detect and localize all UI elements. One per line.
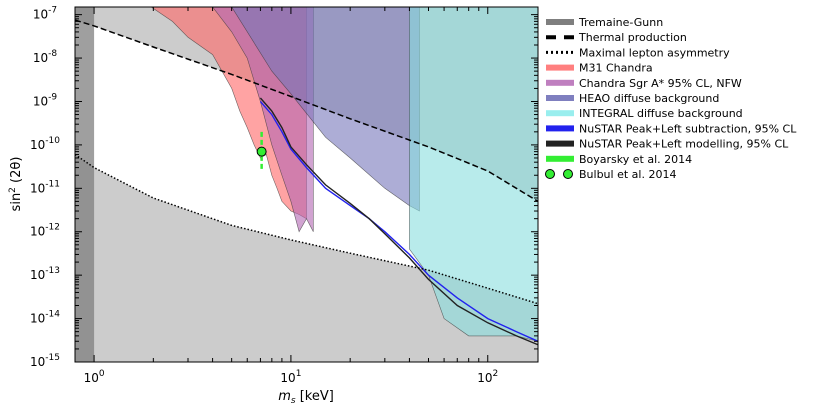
legend-swatch [546,140,574,147]
legend-swatch [546,155,574,162]
tremaine-gunn-band [75,7,95,362]
y-tick-label: 10-11 [30,179,60,195]
legend-item-chandra-sgr-a-95-cl-nfw: Chandra Sgr A* 95% CL, NFW [546,77,742,90]
y-axis-label: sin2 (2θ) [8,157,24,212]
legend-item-nustar-peak-left-subtraction-95-cl: NuSTAR Peak+Left subtraction, 95% CL [546,122,797,135]
integral-diffuse-background-fill [409,7,538,342]
legend-label: NuSTAR Peak+Left subtraction, 95% CL [579,122,797,135]
y-tick-label: 10-12 [30,223,60,239]
nustar-peak-left-modelling-95-cl-line [259,97,538,346]
legend-label: Maximal lepton asymmetry [579,46,730,59]
legend-swatch [546,19,574,25]
y-tick-label: 10-7 [33,6,57,22]
legend-item-integral-diffuse-background: INTEGRAL diffuse background [546,107,743,120]
plot-frame [74,6,539,363]
legend-label: HEAO diffuse background [579,92,719,105]
x-axis-label: ms [keV] [278,389,334,406]
legend-item-maximal-lepton-asymmetry: Maximal lepton asymmetry [546,46,730,59]
legend-swatch [563,169,573,179]
legend-label: M31 Chandra [579,62,653,75]
excluded-lepton-region [75,154,538,362]
legend-swatch [546,79,574,86]
legend-label: Tremaine-Gunn [578,16,663,29]
y-tick-label: 10-10 [30,136,60,152]
legend-item-heao-diffuse-background: HEAO diffuse background [546,92,719,105]
legend-label: Chandra Sgr A* 95% CL, NFW [579,77,742,90]
legend-swatch [546,64,574,71]
legend-item-m31-chandra: M31 Chandra [546,62,653,75]
legend-label: Boyarsky et al. 2014 [579,153,692,166]
legend-item-boyarsky-et-al-2014: Boyarsky et al. 2014 [546,153,692,166]
thermal-production-line [75,19,538,203]
y-tick-label: 10-15 [30,353,60,369]
legend-label: INTEGRAL diffuse background [579,107,743,120]
y-tick-label: 10-9 [33,92,58,108]
legend-item-nustar-peak-left-modelling-95-cl: NuSTAR Peak+Left modelling, 95% CL [546,138,789,151]
bulbul-marker [256,146,267,157]
y-tick-label: 10-14 [30,310,60,326]
legend-item-thermal-production: Thermal production [546,31,687,44]
legend-label: Bulbul et al. 2014 [579,168,676,181]
x-tick-label: 100 [84,369,105,385]
y-tick-label: 10-13 [30,266,60,282]
legend-label: Thermal production [578,31,687,44]
legend-item-tremaine-gunn: Tremaine-Gunn [546,16,663,29]
x-tick-label: 101 [280,369,301,385]
legend-label: NuSTAR Peak+Left modelling, 95% CL [579,138,789,151]
y-tick-label: 10-8 [33,49,58,65]
legend-swatch [545,169,555,179]
legend: Tremaine-Gunn Thermal production Maximal l… [545,16,797,181]
legend-swatch [546,110,574,117]
legend-item-bulbul-et-al-2014: Bulbul et al. 2014 [545,168,676,181]
legend-swatch [546,125,574,132]
legend-swatch [546,95,574,101]
x-tick-label: 102 [477,369,498,385]
